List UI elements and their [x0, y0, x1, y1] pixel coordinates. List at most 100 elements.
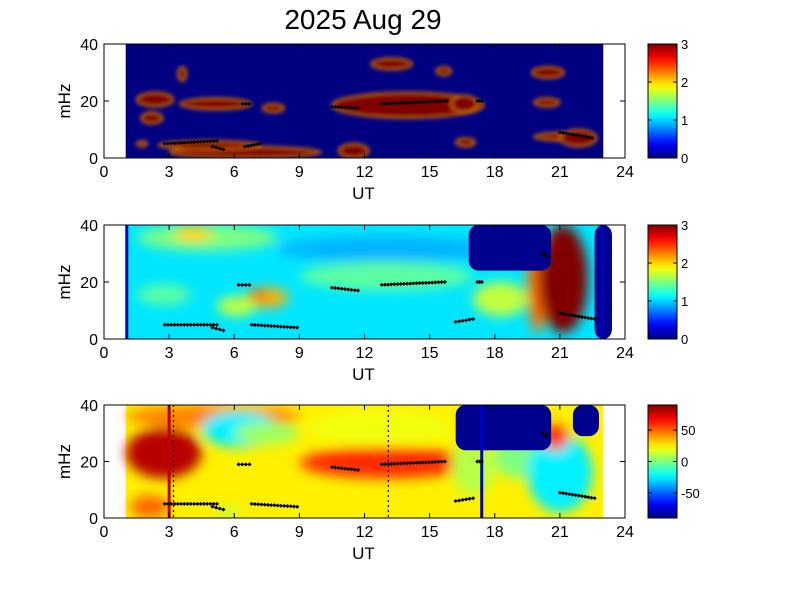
peak-marker [573, 313, 578, 318]
peak-marker [590, 136, 595, 141]
peak-marker [460, 318, 465, 323]
peak-marker [586, 135, 592, 140]
peak-marker [592, 317, 597, 322]
peak-marker [346, 466, 351, 471]
heatmap-blob [216, 296, 256, 317]
peak-marker [217, 146, 222, 151]
x-tick-label: 24 [616, 164, 634, 181]
peak-marker [392, 101, 398, 106]
colorbar-tick-label: 0 [681, 455, 688, 470]
peak-marker [560, 311, 566, 316]
x-axis-label: UT [352, 184, 375, 203]
x-tick-label: 15 [421, 345, 439, 362]
peak-marker [438, 99, 443, 104]
colorbar: 50 0 -50 [647, 404, 700, 519]
peak-marker [430, 280, 435, 285]
peak-marker [249, 322, 254, 327]
peak-marker [395, 282, 400, 287]
peak-marker [211, 501, 216, 506]
peak-marker [252, 502, 258, 507]
peak-marker [355, 288, 361, 293]
peak-marker [423, 280, 429, 285]
x-tick-label: 6 [230, 524, 239, 541]
peak-marker [456, 319, 462, 324]
peak-marker [389, 282, 394, 287]
peak-marker [291, 325, 297, 330]
peak-marker [426, 460, 432, 465]
peak-marker [349, 105, 354, 110]
colorbar-tick-label: 3 [681, 218, 688, 233]
x-tick-label: 3 [165, 524, 174, 541]
peak-marker [198, 501, 203, 506]
peak-marker [191, 501, 197, 506]
x-axis-label: UT [352, 365, 375, 384]
peak-marker [407, 281, 413, 286]
peak-markers [162, 431, 597, 512]
peak-marker [349, 467, 354, 472]
y-tick-label: 0 [89, 511, 98, 528]
peak-marker [573, 133, 579, 138]
x-tick-label: 15 [421, 164, 439, 181]
peak-marker [248, 143, 254, 148]
peak-marker [576, 314, 582, 319]
peak-marker [252, 142, 257, 147]
peak-marker [265, 323, 271, 328]
peak-marker [404, 281, 410, 286]
peak-marker [382, 282, 388, 287]
peak-marker [436, 459, 441, 464]
peak-marker [332, 465, 338, 470]
x-tick-label: 18 [486, 164, 504, 181]
heatmap-blob [533, 97, 561, 108]
peak-marker [557, 311, 563, 316]
peak-marker [240, 462, 245, 467]
colorbar-scale [647, 224, 678, 340]
peak-marker [268, 323, 274, 328]
y-tick-label: 40 [80, 218, 98, 235]
peak-marker [213, 505, 219, 510]
heatmap-image [125, 405, 604, 518]
peak-marker [573, 493, 578, 498]
peak-marker [185, 322, 190, 327]
peak-markers [162, 251, 597, 333]
peak-marker [563, 491, 569, 496]
peak-marker [405, 100, 411, 105]
heatmap-blob [455, 137, 476, 148]
colorbar-tick-label: 50 [681, 423, 695, 438]
peak-marker [576, 493, 582, 498]
heatmap-blob [140, 111, 164, 125]
peak-marker [210, 504, 215, 509]
peak-marker [336, 465, 341, 470]
peak-marker [191, 140, 197, 145]
peak-marker [188, 322, 194, 327]
peak-marker [329, 104, 335, 109]
heatmap-blob [130, 495, 170, 518]
heatmap-blob [136, 284, 191, 305]
peak-marker [415, 100, 420, 105]
peak-marker [453, 319, 458, 324]
peak-marker [195, 501, 200, 506]
peak-marker [191, 322, 197, 327]
peak-marker [355, 467, 361, 472]
x-tick-label: 9 [295, 164, 304, 181]
heatmap-blob [177, 66, 188, 82]
peak-marker [178, 501, 184, 506]
peak-marker [352, 467, 357, 472]
peak-marker [236, 282, 241, 287]
peak-marker [204, 322, 210, 327]
colorbar-tick-label: 0 [681, 151, 688, 166]
peak-marker [418, 100, 424, 105]
heatmap-blob [135, 140, 149, 148]
peak-marker [592, 496, 597, 501]
peak-marker [399, 100, 404, 105]
peak-marker [439, 459, 444, 464]
colorbar-tick-label: 2 [681, 75, 688, 90]
peak-marker [221, 328, 226, 333]
peak-marker [433, 280, 438, 285]
peak-marker [444, 99, 450, 103]
peak-marker [382, 462, 388, 467]
peak-marker [404, 461, 410, 466]
peak-marker [182, 501, 187, 506]
peak-marker [456, 498, 462, 503]
peak-marker [211, 322, 216, 327]
